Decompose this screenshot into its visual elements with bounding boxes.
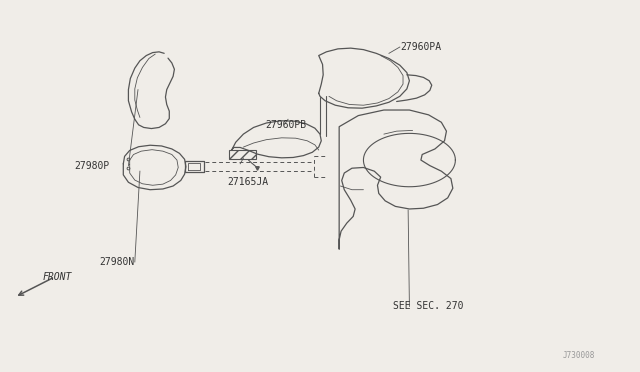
Text: FRONT: FRONT [42, 272, 72, 282]
Bar [229, 150, 256, 159]
Text: J730008: J730008 [562, 351, 595, 360]
Text: 27980N: 27980N [100, 257, 135, 267]
Text: 27960PA: 27960PA [400, 42, 441, 52]
Text: 27960PB: 27960PB [266, 120, 307, 130]
Text: SEE SEC. 270: SEE SEC. 270 [394, 301, 464, 311]
Text: 27165JA: 27165JA [227, 177, 269, 187]
Text: 27980P: 27980P [74, 161, 109, 171]
